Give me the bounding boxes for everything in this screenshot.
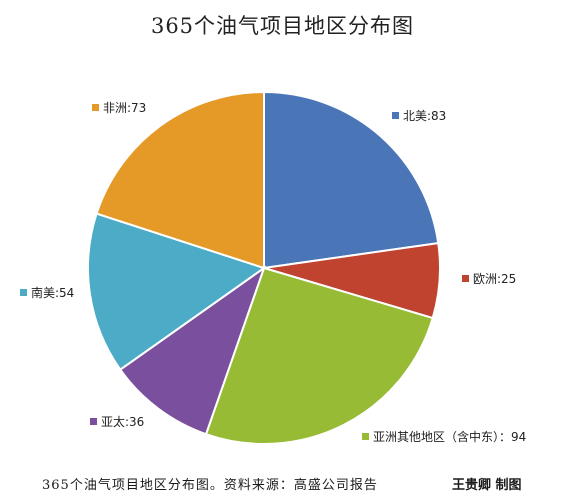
slice-label: 亚洲其他地区（含中东）：94 xyxy=(362,429,526,444)
label-text: 欧洲:25 xyxy=(473,272,516,286)
label-swatch xyxy=(92,104,99,111)
slice-label: 欧洲:25 xyxy=(462,272,516,286)
label-text: 亚太:36 xyxy=(101,414,144,429)
label-text: 北美:83 xyxy=(403,109,446,123)
label-swatch xyxy=(462,275,469,282)
slice-label: 北美:83 xyxy=(392,109,446,123)
pie-slice xyxy=(263,90,440,270)
slice-label: 亚太:36 xyxy=(90,414,144,429)
figure-credit: 王贵卿 制图 xyxy=(452,478,522,493)
label-text: 亚洲其他地区（含中东）：94 xyxy=(373,429,526,444)
label-swatch xyxy=(392,112,399,119)
label-swatch xyxy=(20,289,27,296)
slice-label: 南美:54 xyxy=(20,285,74,300)
label-swatch xyxy=(362,433,369,440)
pie-slice xyxy=(95,90,265,270)
chart-title: 365个油气项目地区分布图 xyxy=(150,14,415,38)
label-text: 非洲:73 xyxy=(103,101,146,115)
pie-slice xyxy=(86,212,267,371)
label-text: 南美:54 xyxy=(31,285,74,300)
pie-slice xyxy=(204,266,434,445)
slice-label: 非洲:73 xyxy=(92,101,146,115)
figure-caption: 365个油气项目地区分布图。资料来源：高盛公司报告 xyxy=(42,478,378,493)
label-swatch xyxy=(90,418,97,425)
pie-slice xyxy=(118,265,266,436)
